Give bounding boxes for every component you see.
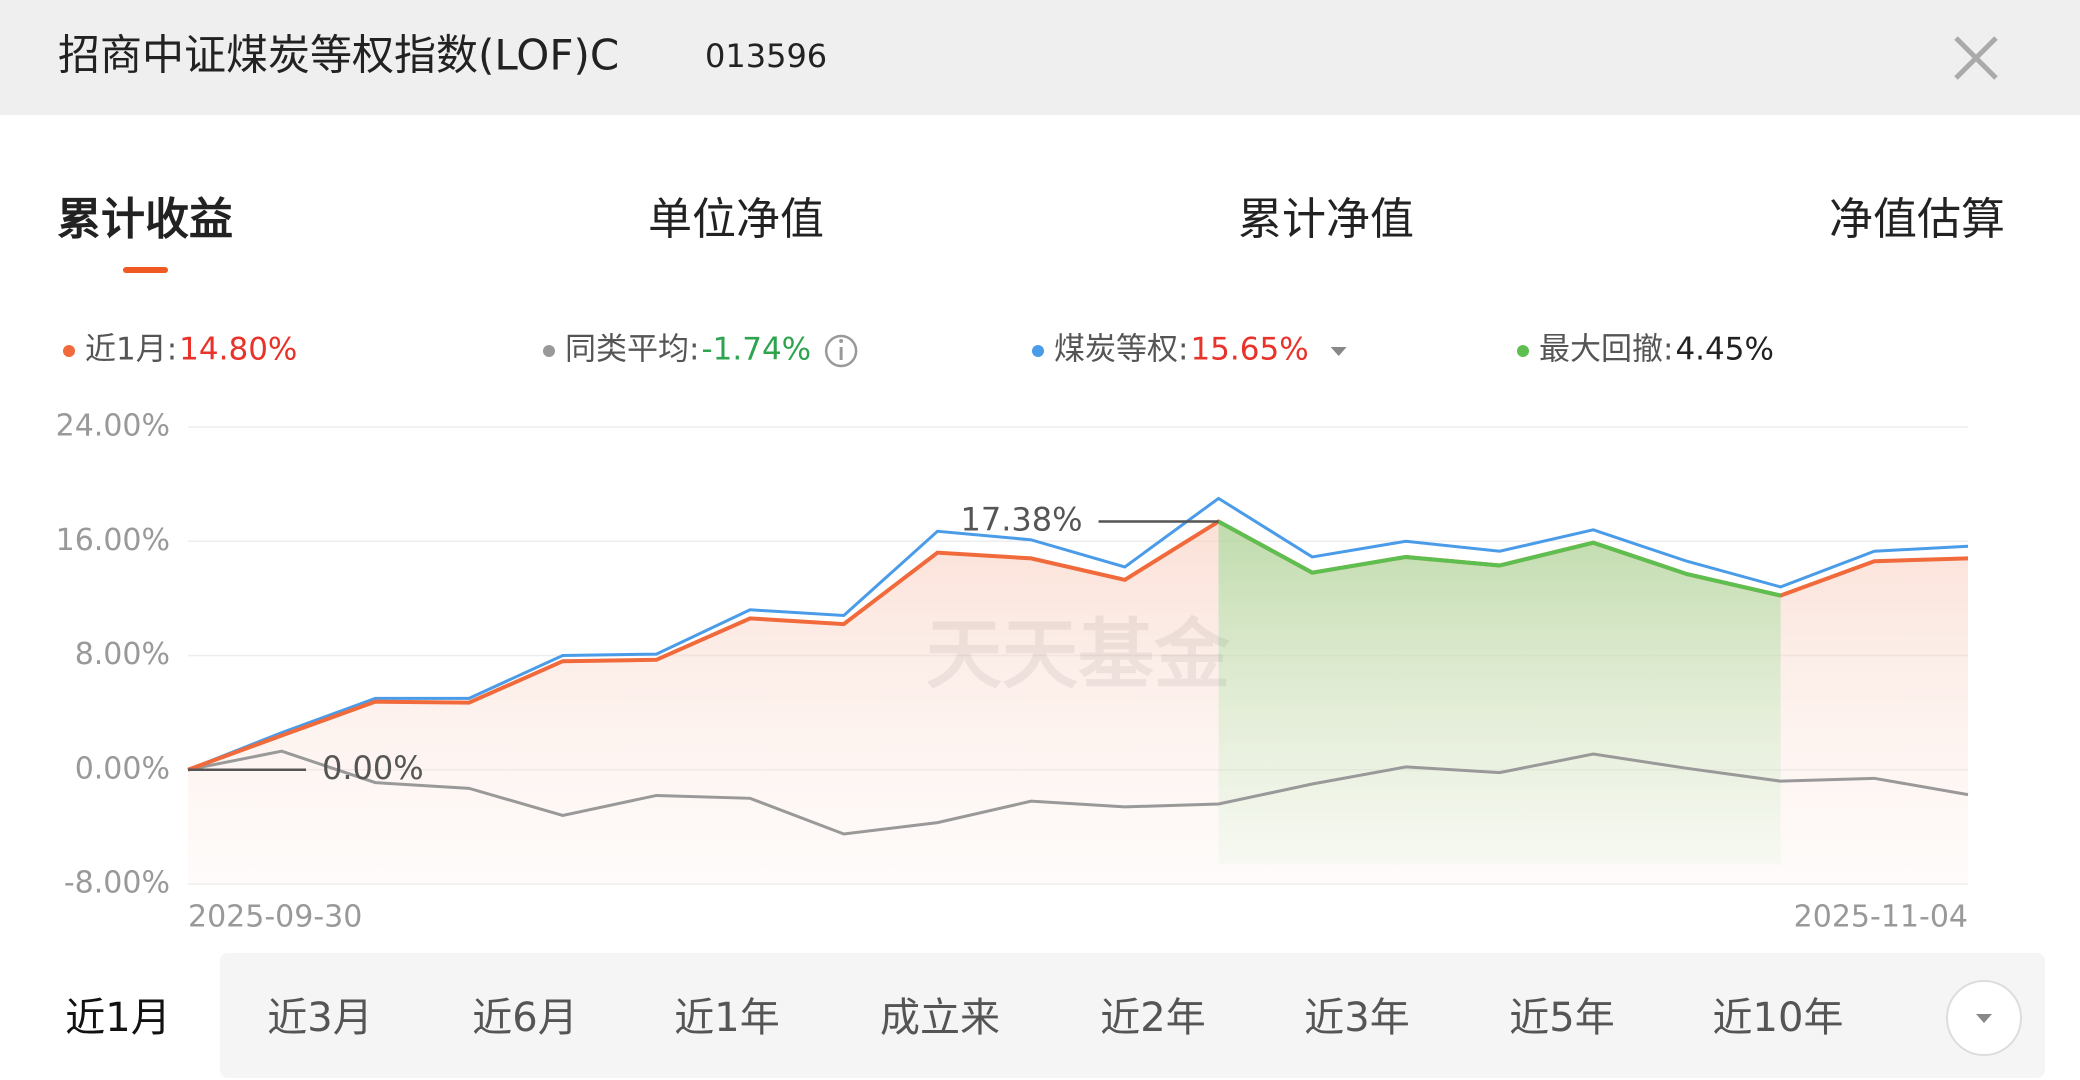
- period-tab[interactable]: 近3月: [267, 995, 372, 1041]
- tab[interactable]: 累计净值: [1238, 194, 1414, 245]
- info-dot: [839, 339, 844, 343]
- drawdown-area: [1218, 521, 1781, 864]
- legend-label: 近1月:: [85, 332, 177, 368]
- legend-dot: [1032, 345, 1044, 357]
- tab-underline: [123, 267, 168, 273]
- y-tick-label: 16.00%: [56, 523, 170, 558]
- period-tab[interactable]: 近10年: [1713, 995, 1844, 1041]
- tab[interactable]: 单位净值: [648, 194, 824, 245]
- fund-code: 013596: [705, 37, 827, 75]
- x-tick-label: 2025-09-30: [188, 900, 362, 935]
- tab[interactable]: 净值估算: [1829, 194, 2005, 245]
- period-tab[interactable]: 成立来: [880, 995, 1000, 1041]
- period-tab[interactable]: 近5年: [1509, 995, 1614, 1041]
- legend-value: 14.80%: [179, 332, 297, 368]
- legend-value: 15.65%: [1190, 332, 1308, 368]
- period-tab[interactable]: 近6月: [472, 995, 577, 1041]
- close-button[interactable]: [1954, 36, 1998, 80]
- legend-label: 最大回撤:: [1539, 332, 1673, 368]
- more-arrow: [1976, 1014, 1992, 1023]
- info-icon[interactable]: [824, 334, 858, 368]
- header-bar: [0, 0, 2080, 115]
- period-bar: [220, 953, 2045, 1078]
- legend-dot: [63, 345, 75, 357]
- legend-label: 同类平均:: [565, 332, 699, 368]
- legend-dot: [543, 345, 555, 357]
- tab[interactable]: 累计收益: [57, 194, 233, 245]
- y-tick-label: 0.00%: [75, 751, 170, 786]
- legend-value: 4.45%: [1675, 332, 1773, 368]
- legend-value: -1.74%: [701, 332, 811, 368]
- y-tick-label: 24.00%: [56, 409, 170, 444]
- period-tab[interactable]: 近3年: [1304, 995, 1409, 1041]
- watermark: 天天基金: [926, 610, 1231, 699]
- legend-dot: [1517, 345, 1529, 357]
- period-tab[interactable]: 近1年: [674, 995, 779, 1041]
- x-tick-label: 2025-11-04: [1794, 900, 1968, 935]
- fund-title: 招商中证煤炭等权指数(LOF)C: [58, 31, 619, 80]
- value-label: 17.38%: [961, 501, 1083, 539]
- dropdown-arrow[interactable]: [1330, 347, 1347, 356]
- period-tab[interactable]: 近2年: [1100, 995, 1205, 1041]
- legend-label: 煤炭等权:: [1054, 332, 1188, 368]
- y-tick-label: -8.00%: [64, 866, 170, 901]
- value-label: 0.00%: [322, 749, 424, 787]
- drawdown-line: [1217, 519, 1782, 598]
- series-line: [187, 749, 1969, 836]
- y-tick-label: 8.00%: [75, 637, 170, 672]
- series-line: [187, 496, 1969, 772]
- period-tab[interactable]: 近1月: [65, 995, 170, 1041]
